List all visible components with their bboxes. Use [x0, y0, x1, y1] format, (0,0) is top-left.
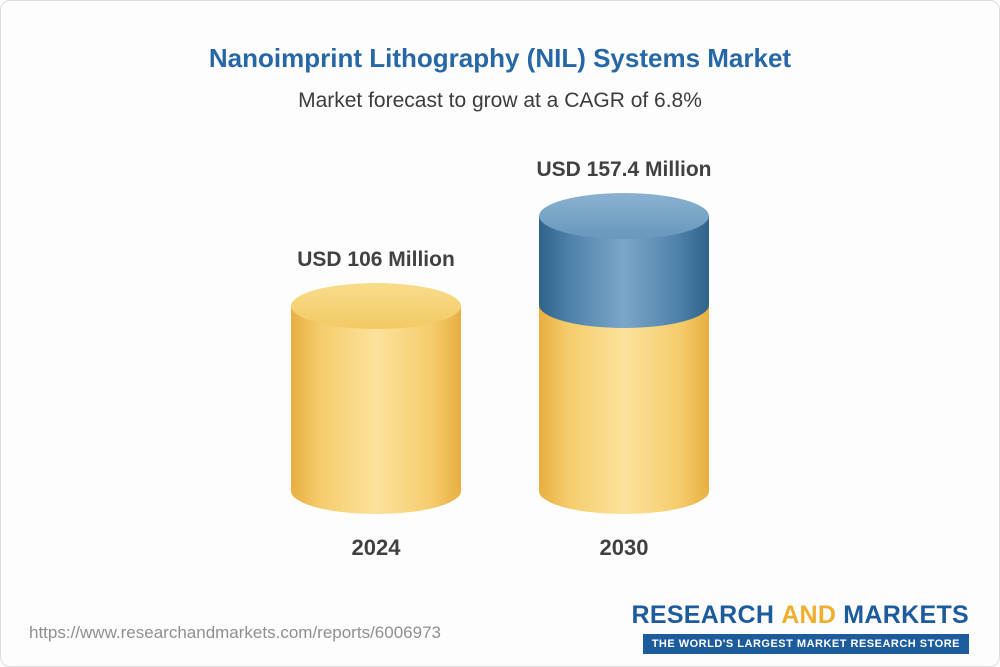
bar-year-label: 2030: [599, 535, 649, 560]
cylinder-top-cap: [539, 192, 709, 239]
bar-value-label: USD 106 Million: [297, 247, 455, 271]
logo-word-research: RESEARCH: [631, 601, 775, 629]
bar-year-label: 2024: [351, 535, 401, 560]
logo-tagline: THE WORLD'S LARGEST MARKET RESEARCH STOR…: [642, 634, 969, 654]
chart-subtitle: Market forecast to grow at a CAGR of 6.8…: [298, 89, 702, 112]
chart-title: Nanoimprint Lithography (NIL) Systems Ma…: [208, 43, 792, 73]
logo-word-and: AND: [781, 601, 837, 629]
cylinder-segment-base-2024: [539, 305, 709, 514]
report-url: https://www.researchandmarkets.com/repor…: [29, 623, 441, 642]
cylinder-top-cap: [291, 282, 461, 329]
logo-wordmark: RESEARCH AND MARKETS: [632, 601, 970, 630]
bar-value-label: USD 157.4 Million: [536, 157, 712, 181]
logo-word-markets: MARKETS: [843, 601, 969, 629]
research-and-markets-logo: RESEARCH AND MARKETS THE WORLD'S LARGEST M…: [632, 601, 970, 654]
cylinder-segment-base-2024: [291, 305, 461, 514]
